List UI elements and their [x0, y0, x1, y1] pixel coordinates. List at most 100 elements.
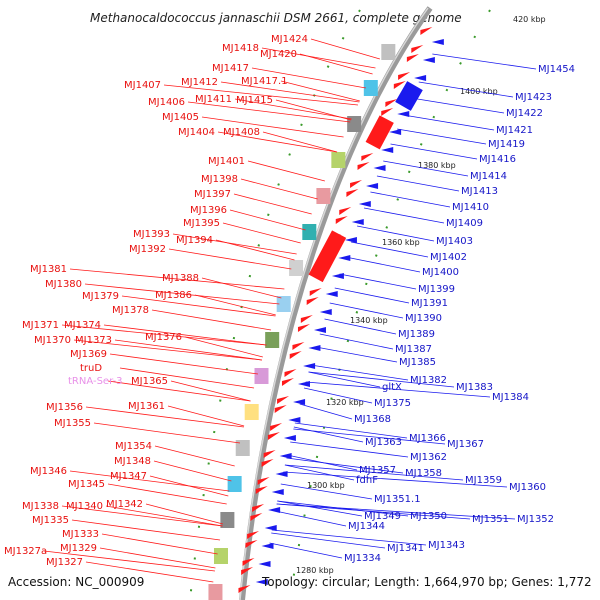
gene-label-mj1355[interactable]: MJ1355	[54, 418, 91, 429]
gene-label-mj1422[interactable]: MJ1422	[506, 108, 543, 119]
gene-label-mj1347[interactable]: MJ1347	[110, 471, 147, 482]
gene-label-mj1403[interactable]: MJ1403	[436, 236, 473, 247]
gene-label-mj1410[interactable]: MJ1410	[452, 202, 489, 213]
gene-label-mj1344[interactable]: MJ1344	[348, 521, 385, 532]
gene-label-mj1368[interactable]: MJ1368	[354, 414, 391, 425]
gene-label-mj1407[interactable]: MJ1407	[124, 80, 161, 91]
gene-label-mj1350[interactable]: MJ1350	[410, 511, 447, 522]
gene-label-mj1378[interactable]: MJ1378	[112, 305, 149, 316]
gene-label-mj1398[interactable]: MJ1398	[201, 174, 238, 185]
gene-label-mj1360[interactable]: MJ1360	[509, 482, 546, 493]
gene-label-mj1397[interactable]: MJ1397	[194, 189, 231, 200]
gene-label-mj1380[interactable]: MJ1380	[45, 279, 82, 290]
gene-label-mj1387[interactable]: MJ1387	[395, 344, 432, 355]
gene-label-mj1352[interactable]: MJ1352	[517, 514, 554, 525]
gene-label-mj1327a[interactable]: MJ1327a	[4, 546, 47, 557]
leader-line	[184, 336, 263, 358]
gene-label-mj1405[interactable]: MJ1405	[162, 112, 199, 123]
gene-label-mj1395[interactable]: MJ1395	[183, 218, 220, 229]
gene-label-mj1338[interactable]: MJ1338	[22, 501, 59, 512]
gene-label-mj1351[interactable]: MJ1351	[472, 514, 509, 525]
gene-label-gltx[interactable]: gltX	[382, 382, 402, 393]
gene-label-mj1367[interactable]: MJ1367	[447, 439, 484, 450]
leader-line	[324, 318, 397, 335]
gene-label-mj1417[interactable]: MJ1417	[212, 63, 249, 74]
gene-label-mj1362[interactable]: MJ1362	[410, 452, 447, 463]
gene-label-mj1375[interactable]: MJ1375	[374, 398, 411, 409]
gene-label-mj1391[interactable]: MJ1391	[411, 298, 448, 309]
gene-label-mj1374[interactable]: MJ1374	[64, 320, 101, 331]
gene-label-mj1384[interactable]: MJ1384	[492, 392, 529, 403]
gene-label-mj1386[interactable]: MJ1386	[155, 290, 192, 301]
gene-label-mj1382[interactable]: MJ1382	[410, 375, 447, 386]
gene-label-mj1412[interactable]: MJ1412	[181, 77, 218, 88]
gene-label-mj1420[interactable]: MJ1420	[260, 49, 297, 60]
gene-label-mj1359[interactable]: MJ1359	[465, 475, 502, 486]
gene-label-mj1408[interactable]: MJ1408	[223, 127, 260, 138]
gene-label-mj1376[interactable]: MJ1376	[145, 332, 182, 343]
gene-label-mj1358[interactable]: MJ1358	[405, 468, 442, 479]
gene-label-mj1392[interactable]: MJ1392	[129, 244, 166, 255]
gene-label-mj1402[interactable]: MJ1402	[430, 252, 467, 263]
gene-label-mj1406[interactable]: MJ1406	[148, 97, 185, 108]
forward-gene-arrow	[346, 189, 359, 197]
leader-line	[319, 333, 394, 350]
gene-label-mj1356[interactable]: MJ1356	[46, 402, 83, 413]
gene-label-mj1404[interactable]: MJ1404	[178, 127, 215, 138]
gene-label-mj1329[interactable]: MJ1329	[60, 543, 97, 554]
gene-label-mj1417-1[interactable]: MJ1417.1	[241, 76, 288, 87]
gene-label-mj1389[interactable]: MJ1389	[398, 329, 435, 340]
gene-label-mj1369[interactable]: MJ1369	[70, 349, 107, 360]
gene-label-mj1454[interactable]: MJ1454	[538, 64, 575, 75]
gene-label-mj1419[interactable]: MJ1419	[488, 139, 525, 150]
gene-label-mj1379[interactable]: MJ1379	[82, 291, 119, 302]
gene-label-mj1400[interactable]: MJ1400	[422, 267, 459, 278]
gene-label-mj1381[interactable]: MJ1381	[30, 264, 67, 275]
gene-label-mj1354[interactable]: MJ1354	[115, 441, 152, 452]
gene-label-mj1365[interactable]: MJ1365	[131, 376, 168, 387]
gene-label-mj1416[interactable]: MJ1416	[479, 154, 516, 165]
gene-label-mj1348[interactable]: MJ1348	[114, 456, 151, 467]
gene-label-mj1343[interactable]: MJ1343	[428, 540, 465, 551]
gene-label-mj1370[interactable]: MJ1370	[34, 335, 71, 346]
gene-label-mj1357[interactable]: MJ1357	[359, 465, 396, 476]
gene-label-mj1349[interactable]: MJ1349	[364, 511, 401, 522]
gene-label-mj1366[interactable]: MJ1366	[409, 433, 446, 444]
gene-label-mj1394[interactable]: MJ1394	[176, 235, 213, 246]
gene-label-mj1411[interactable]: MJ1411	[195, 94, 232, 105]
gene-label-mj1334[interactable]: MJ1334	[344, 553, 381, 564]
gene-label-mj1373[interactable]: MJ1373	[75, 335, 112, 346]
gene-label-mj1342[interactable]: MJ1342	[106, 499, 143, 510]
gene-label-mj1413[interactable]: MJ1413	[461, 186, 498, 197]
gene-label-mj1421[interactable]: MJ1421	[496, 125, 533, 136]
gene-label-mj1388[interactable]: MJ1388	[162, 273, 199, 284]
gene-label-mj1393[interactable]: MJ1393	[133, 229, 170, 240]
gene-label-mj1390[interactable]: MJ1390	[405, 313, 442, 324]
gene-label-mj1383[interactable]: MJ1383	[456, 382, 493, 393]
gene-label-mj1399[interactable]: MJ1399	[418, 284, 455, 295]
gene-label-mj1361[interactable]: MJ1361	[128, 401, 165, 412]
gene-label-fdhf[interactable]: fdhF	[356, 475, 378, 486]
gene-label-mj1335[interactable]: MJ1335	[32, 515, 69, 526]
gene-label-mj1424[interactable]: MJ1424	[271, 34, 308, 45]
gene-label-mj1341[interactable]: MJ1341	[387, 543, 424, 554]
gene-label-mj1346[interactable]: MJ1346	[30, 466, 67, 477]
gene-label-trna-ser-3[interactable]: tRNA-Ser-3	[68, 376, 123, 387]
gene-label-mj1423[interactable]: MJ1423	[515, 92, 552, 103]
gene-label-mj1363[interactable]: MJ1363	[365, 437, 402, 448]
gene-label-mj1333[interactable]: MJ1333	[62, 529, 99, 540]
gene-label-trud[interactable]: truD	[80, 363, 102, 374]
gene-label-mj1415[interactable]: MJ1415	[236, 95, 273, 106]
gene-label-mj1409[interactable]: MJ1409	[446, 218, 483, 229]
gene-label-mj1401[interactable]: MJ1401	[208, 156, 245, 167]
gene-label-mj1418[interactable]: MJ1418	[222, 43, 259, 54]
gene-label-mj1351-1[interactable]: MJ1351.1	[374, 494, 421, 505]
gene-label-mj1371[interactable]: MJ1371	[22, 320, 59, 331]
gene-label-mj1345[interactable]: MJ1345	[68, 479, 105, 490]
gene-label-mj1340[interactable]: MJ1340	[66, 501, 103, 512]
leader-line	[145, 503, 223, 525]
gene-label-mj1327[interactable]: MJ1327	[46, 557, 83, 568]
gene-label-mj1414[interactable]: MJ1414	[470, 171, 507, 182]
gene-label-mj1396[interactable]: MJ1396	[190, 205, 227, 216]
gene-label-mj1385[interactable]: MJ1385	[399, 357, 436, 368]
